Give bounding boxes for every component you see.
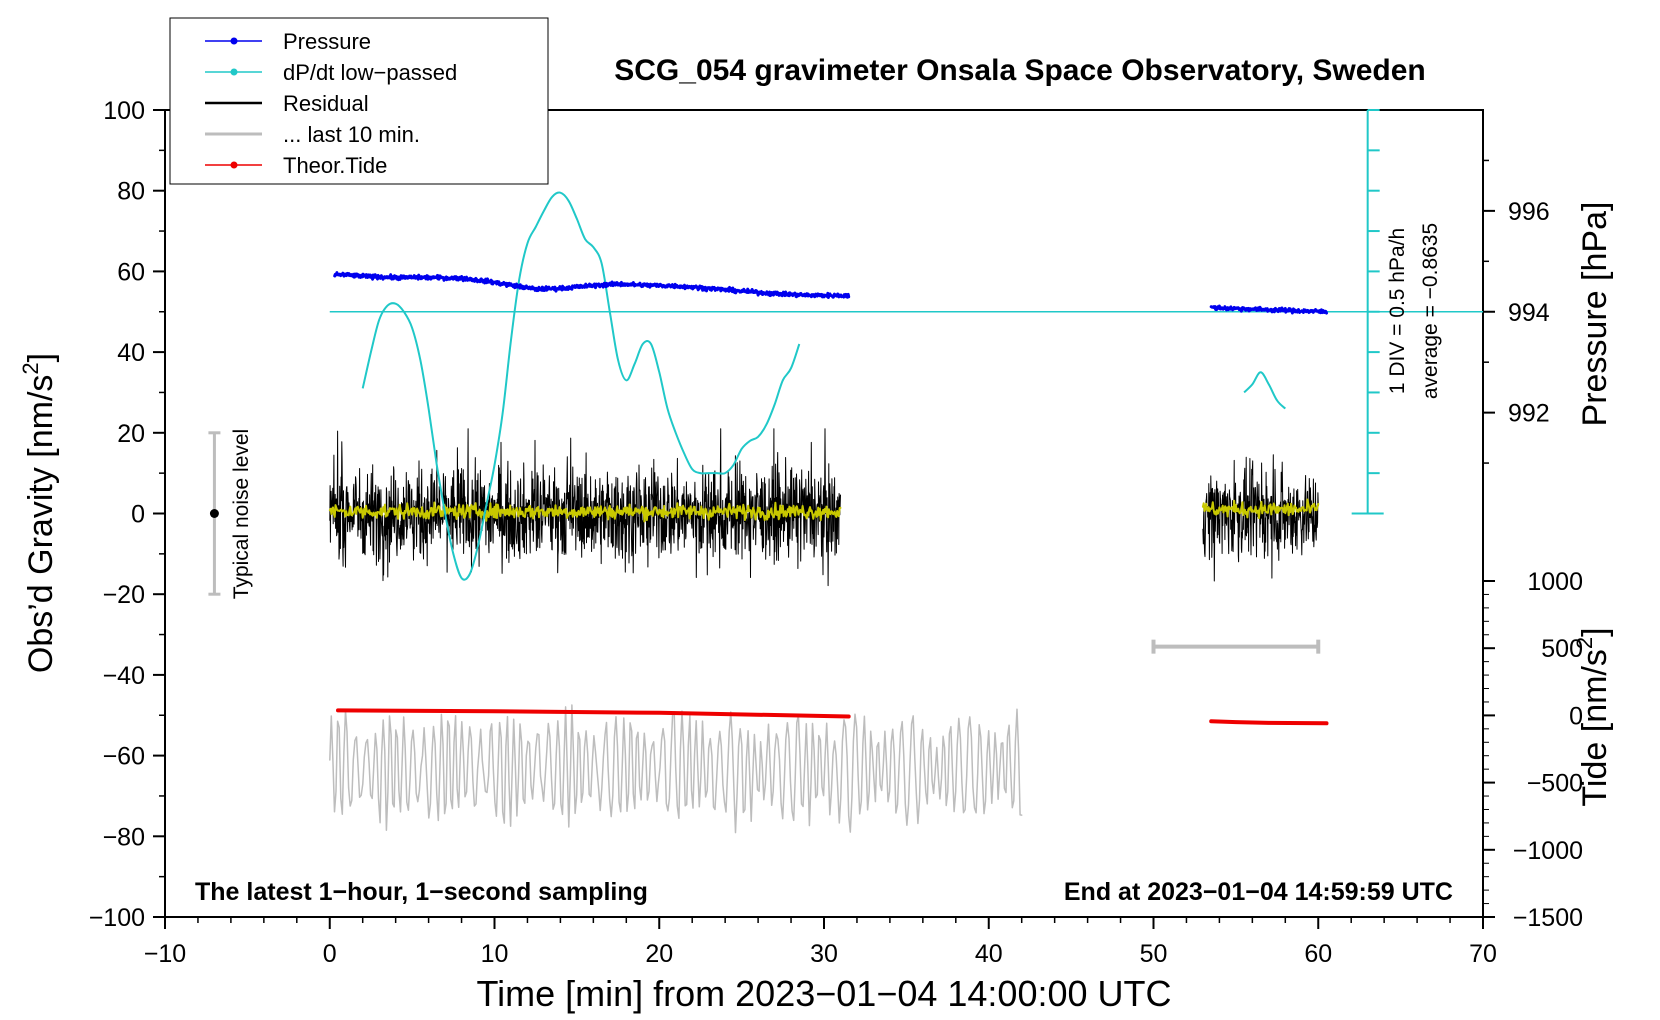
y-tick-label: −100 (89, 904, 145, 932)
y-axis-tide: −1500 −1000 −500 0 500 1000 (1483, 568, 1583, 932)
dpdt-line (1243, 371, 1287, 410)
legend-marker (230, 37, 238, 45)
tide-tick-label: 500 (1541, 635, 1583, 663)
tide-tick-label: −1500 (1513, 904, 1583, 932)
y-tick-label: −40 (103, 662, 145, 690)
x-tick-label: 30 (810, 940, 838, 968)
y-tick-label: 100 (103, 97, 145, 125)
theoretical-tide-line (336, 708, 851, 719)
tide-tick-label: −500 (1527, 770, 1583, 798)
scale-bar-average-label: average = −0.8635 (1419, 223, 1442, 399)
theoretical-tide-line (1209, 719, 1329, 726)
legend-label: ... last 10 min. (283, 122, 420, 147)
legend-label: Theor.Tide (283, 153, 387, 178)
residual-smoothed-line (328, 501, 842, 523)
pressure-axis-label: Pressure [hPa] (1576, 202, 1614, 427)
chart-title: SCG_054 gravimeter Onsala Space Observat… (614, 54, 1426, 87)
x-tick-label: 40 (975, 940, 1003, 968)
y-axis-gravity: −100 −80 −60 −40 −20 0 20 40 60 80 100 (89, 97, 165, 932)
legend: Pressure dP/dt low−passed Residual ... last… (169, 17, 549, 185)
y-tick-label: 20 (117, 420, 145, 448)
scale-bar-division-label: 1 DIV = 0.5 hPa/h (1386, 228, 1409, 394)
x-tick-label: 50 (1140, 940, 1168, 968)
y-axis-label: Obs’d Gravity [nm/s2] (18, 353, 60, 673)
residual-smoothed-line (1201, 498, 1320, 520)
y-axis-label-end: ] (22, 353, 60, 362)
y-tick-label: 40 (117, 339, 145, 367)
x-tick-label: −10 (144, 940, 186, 968)
pressure-line (1209, 304, 1328, 315)
noise-level-dot (209, 509, 219, 518)
y-axis-label-main: Obs’d Gravity [nm/s (22, 375, 60, 674)
pressure-tick-label: 994 (1508, 299, 1550, 327)
y-tick-label: −80 (103, 823, 145, 851)
tide-tick-label: −1000 (1513, 837, 1583, 865)
x-tick-label: 70 (1469, 940, 1497, 968)
legend-marker (230, 161, 238, 169)
legend-box (169, 17, 549, 185)
y-tick-label: 60 (117, 258, 145, 286)
tide-tick-label: 1000 (1527, 568, 1583, 596)
pressure-tick-label: 996 (1508, 198, 1550, 226)
tide-axis-label-end: ] (1576, 627, 1614, 636)
x-tick-label: 60 (1304, 940, 1332, 968)
noise-level-label: Typical noise level (230, 429, 253, 599)
pressure-tick-label: 992 (1508, 400, 1550, 428)
legend-label: Pressure (283, 29, 371, 54)
series-layer (328, 191, 1329, 834)
tide-axis-label-superscript: 2 (1572, 637, 1597, 649)
tide-tick-label: 0 (1569, 702, 1583, 730)
x-tick-label: 20 (645, 940, 673, 968)
footer-left-text: The latest 1−hour, 1−second sampling (195, 878, 648, 906)
x-tick-label: 10 (481, 940, 509, 968)
y-tick-label: 0 (131, 501, 145, 529)
x-axis: −10 0 10 20 30 40 50 60 70 (144, 917, 1497, 968)
x-axis-label: Time [min] from 2023−01−04 14:00:00 UTC (476, 973, 1171, 1014)
legend-marker (230, 68, 238, 76)
legend-label: dP/dt low−passed (283, 60, 457, 85)
y-axis-pressure: 992 994 996 (1483, 159, 1550, 464)
dpdt-line (361, 191, 801, 581)
y-tick-label: −60 (103, 743, 145, 771)
pressure-line (333, 271, 851, 299)
y-tick-label: −20 (103, 581, 145, 609)
x-tick-label: 0 (323, 940, 337, 968)
tide-axis-label-main: Tide [nm/s (1576, 649, 1614, 806)
y-tick-label: 80 (117, 178, 145, 206)
annotations (208, 431, 1321, 654)
y-axis-label-superscript: 2 (18, 362, 43, 374)
legend-label: Residual (283, 91, 369, 116)
footer-right-text: End at 2023−01−04 14:59:59 UTC (1064, 878, 1453, 906)
last-10-min-line (329, 704, 1023, 834)
tide-axis-label: Tide [nm/s2] (1572, 627, 1614, 806)
